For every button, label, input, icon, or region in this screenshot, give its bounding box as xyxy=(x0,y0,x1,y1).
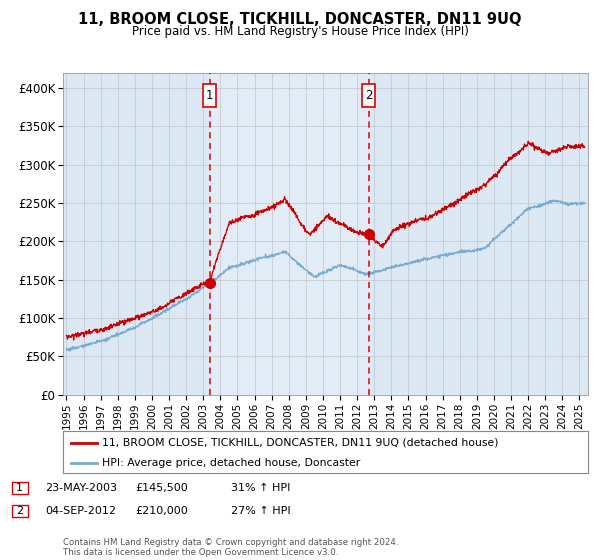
FancyBboxPatch shape xyxy=(362,84,375,106)
Text: 1: 1 xyxy=(206,89,214,102)
Text: 11, BROOM CLOSE, TICKHILL, DONCASTER, DN11 9UQ: 11, BROOM CLOSE, TICKHILL, DONCASTER, DN… xyxy=(78,12,522,27)
Text: 1: 1 xyxy=(16,483,23,493)
Text: 23-MAY-2003: 23-MAY-2003 xyxy=(45,483,117,493)
Text: £145,500: £145,500 xyxy=(135,483,188,493)
Text: 27% ↑ HPI: 27% ↑ HPI xyxy=(231,506,290,516)
Text: Contains HM Land Registry data © Crown copyright and database right 2024.
This d: Contains HM Land Registry data © Crown c… xyxy=(63,538,398,557)
Text: 2: 2 xyxy=(16,506,23,516)
Bar xyxy=(210,73,368,395)
Text: 2: 2 xyxy=(365,89,373,102)
FancyBboxPatch shape xyxy=(203,84,216,106)
Text: £210,000: £210,000 xyxy=(135,506,188,516)
Text: 04-SEP-2012: 04-SEP-2012 xyxy=(45,506,116,516)
Text: Price paid vs. HM Land Registry's House Price Index (HPI): Price paid vs. HM Land Registry's House … xyxy=(131,25,469,38)
Text: 31% ↑ HPI: 31% ↑ HPI xyxy=(231,483,290,493)
Text: 11, BROOM CLOSE, TICKHILL, DONCASTER, DN11 9UQ (detached house): 11, BROOM CLOSE, TICKHILL, DONCASTER, DN… xyxy=(103,438,499,448)
Text: HPI: Average price, detached house, Doncaster: HPI: Average price, detached house, Donc… xyxy=(103,458,361,468)
